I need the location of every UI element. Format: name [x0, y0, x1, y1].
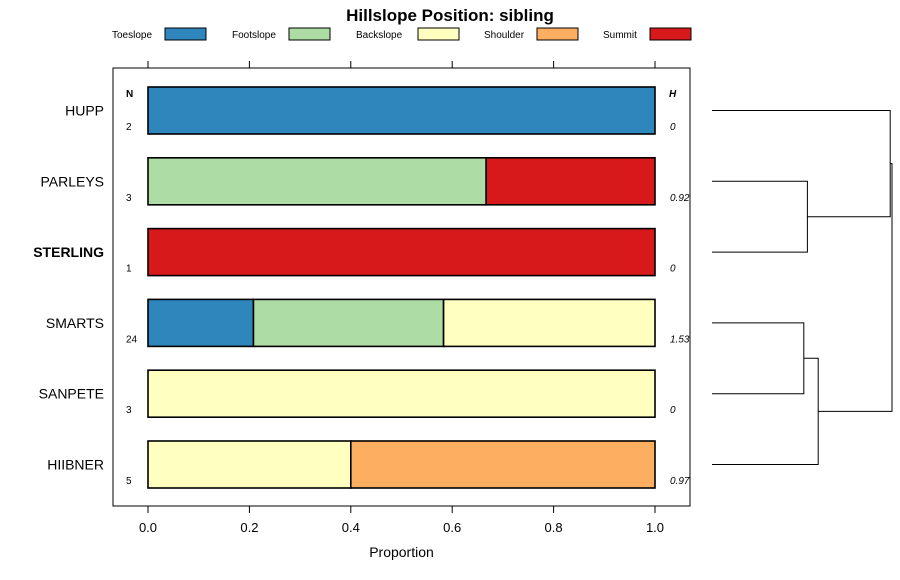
n-label-sterling: 1 [126, 264, 132, 275]
chart-title: Hillslope Position: sibling [346, 6, 554, 25]
dendrogram-branch-2 [712, 357, 819, 465]
n-column-header: N [126, 89, 133, 100]
n-label-hupp: 2 [126, 122, 132, 133]
bars-group: HUPP 2 0 PARLEYS 3 0.92 STERLING 1 0 SMARTS 24 1.53… [33, 86, 690, 489]
h-label-sanpete: 0 [670, 405, 676, 416]
x-tick-label-3: 0.6 [443, 520, 461, 535]
h-column-header: H [669, 89, 677, 100]
h-label-parleys: 0.92 [670, 193, 690, 204]
x-tick-label-0: 0.0 [139, 520, 157, 535]
bar-segment-parleys-summit [485, 157, 656, 206]
bar-segment-sterling-summit [147, 227, 656, 277]
legend: Toeslope Footslope Backslope Shoulder Summit [112, 27, 692, 41]
bar-segment-hupp-toeslope [147, 86, 656, 135]
legend-label-shoulder: Shoulder [484, 30, 525, 41]
legend-label-footslope: Footslope [232, 30, 276, 41]
h-label-hiibner: 0.97 [670, 476, 690, 487]
bar-segment-smarts-footslope [252, 298, 445, 348]
n-label-smarts: 24 [126, 334, 138, 345]
legend-label-summit: Summit [603, 30, 637, 41]
bar-segment-smarts-backslope [442, 298, 656, 348]
x-tick-label-5: 1.0 [646, 520, 664, 535]
legend-label-backslope: Backslope [356, 30, 403, 41]
category-label-smarts: SMARTS [46, 315, 104, 331]
h-label-smarts: 1.53 [670, 334, 690, 345]
legend-label-toeslope: Toeslope [112, 30, 152, 41]
bar-segment-sanpete-backslope [147, 369, 656, 419]
x-tick-label-2: 0.4 [342, 520, 360, 535]
legend-swatch-summit [649, 27, 692, 41]
dendrogram-branch-3 [712, 110, 891, 218]
category-label-sterling: STERLING [33, 244, 104, 260]
x-tick-label-1: 0.2 [240, 520, 258, 535]
dendrogram-branch-0 [712, 180, 808, 253]
h-label-hupp: 0 [670, 122, 676, 133]
bar-segment-hiibner-backslope [147, 440, 352, 489]
bar-segment-smarts-toeslope [147, 298, 255, 348]
legend-swatch-footslope [288, 27, 331, 41]
x-tick-label-4: 0.8 [545, 520, 563, 535]
bar-segment-parleys-footslope [147, 157, 487, 206]
dendrogram [712, 110, 893, 465]
n-label-parleys: 3 [126, 193, 132, 204]
h-label-sterling: 0 [670, 264, 676, 275]
plot-frame [112, 67, 691, 507]
category-label-hupp: HUPP [65, 103, 104, 119]
legend-swatch-backslope [417, 27, 460, 41]
n-label-hiibner: 5 [126, 476, 132, 487]
x-axis-title: Proportion [369, 544, 434, 560]
legend-swatch-toeslope [164, 27, 207, 41]
axes-group: 0.0 0.2 0.4 0.6 0.8 1.0 [139, 61, 664, 535]
dendrogram-branch-1 [712, 322, 805, 395]
legend-swatch-shoulder [536, 27, 579, 41]
bar-segment-hiibner-shoulder [349, 440, 656, 489]
dendrogram-branch-4 [818, 163, 893, 412]
n-label-sanpete: 3 [126, 405, 132, 416]
category-label-hiibner: HIIBNER [47, 457, 104, 473]
category-label-sanpete: SANPETE [39, 386, 104, 402]
category-label-parleys: PARLEYS [40, 173, 104, 189]
